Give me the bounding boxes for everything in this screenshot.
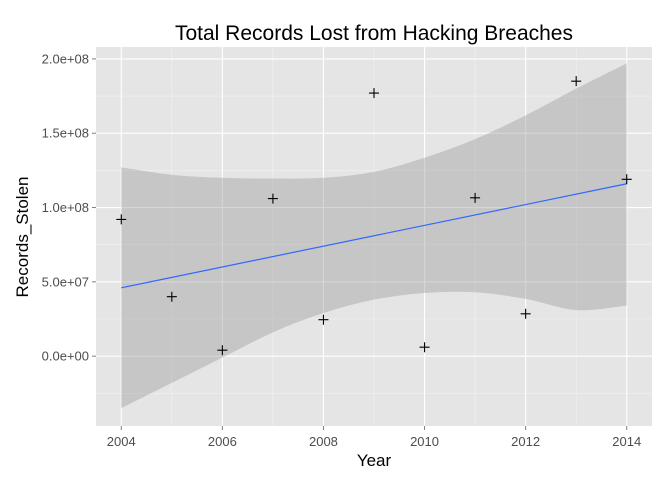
data-point — [621, 174, 632, 185]
y-tick-label: 2.0e+08 — [42, 51, 89, 66]
x-tick-label: 2010 — [410, 434, 439, 449]
data-point — [166, 291, 177, 302]
data-point — [419, 342, 430, 353]
data-point — [318, 314, 329, 325]
x-tick-label: 2006 — [208, 434, 237, 449]
y-axis-title: Records_Stolen — [13, 177, 32, 298]
chart-title: Total Records Lost from Hacking Breaches — [175, 22, 573, 45]
major-grid — [96, 47, 652, 426]
y-tick-label: 1.5e+08 — [42, 126, 89, 141]
y-tick-label: 1.0e+08 — [42, 200, 89, 215]
x-axis-title: Year — [357, 451, 392, 470]
data-point — [470, 192, 481, 203]
data-point — [520, 308, 531, 319]
data-point — [116, 214, 127, 225]
data-point — [571, 76, 582, 87]
data-point — [267, 193, 278, 204]
x-axis: 2004 2006 2008 2010 2012 2014 — [107, 426, 641, 449]
trend-line — [121, 183, 627, 289]
x-tick-label: 2004 — [107, 434, 136, 449]
data-point — [369, 88, 379, 99]
data-points — [116, 76, 632, 356]
data-point — [217, 345, 228, 356]
x-tick-label: 2008 — [309, 434, 338, 449]
x-tick-label: 2012 — [511, 434, 540, 449]
y-tick-label: 5.0e+07 — [42, 274, 89, 289]
y-axis: 0.0e+00 5.0e+07 1.0e+08 1.5e+08 2.0e+08 — [42, 51, 96, 364]
x-tick-label: 2014 — [612, 434, 641, 449]
y-tick-label: 0.0e+00 — [42, 349, 89, 364]
